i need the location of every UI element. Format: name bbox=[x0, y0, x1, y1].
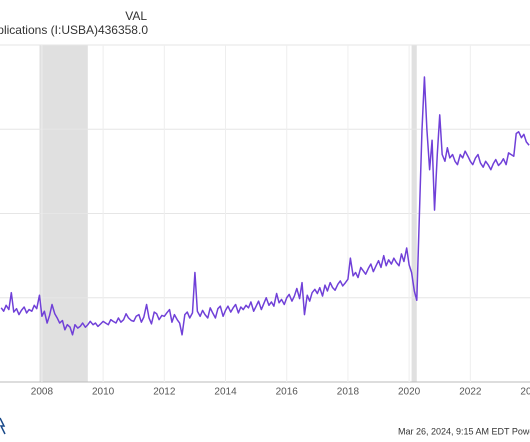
x-tick-label: 2012 bbox=[153, 387, 176, 398]
text-layer: VAL Applications (I:USBA) 436358.0 Mar 2… bbox=[0, 9, 530, 436]
legend-value: 436358.0 bbox=[98, 23, 148, 37]
line-layer bbox=[0, 76, 530, 336]
x-tick-label: 2024 bbox=[520, 387, 530, 398]
x-tick-label: 2018 bbox=[337, 387, 360, 398]
x-tick-label: 2010 bbox=[92, 387, 115, 398]
legend-entry: Applications (I:USBA) bbox=[0, 23, 98, 37]
grid-layer bbox=[0, 44, 530, 383]
footer: Mar 26, 2024, 9:15 AM EDT Powered by bbox=[398, 426, 530, 436]
series-line bbox=[0, 76, 530, 336]
x-tick-label: 2020 bbox=[398, 387, 421, 398]
x-tick-label: 2008 bbox=[31, 387, 54, 398]
x-tick-label: 2014 bbox=[214, 387, 237, 398]
x-tick-label: 2022 bbox=[459, 387, 482, 398]
logo-fragment bbox=[0, 417, 6, 435]
x-tick-label: 2016 bbox=[276, 387, 299, 398]
legend-header: VAL bbox=[125, 9, 147, 23]
